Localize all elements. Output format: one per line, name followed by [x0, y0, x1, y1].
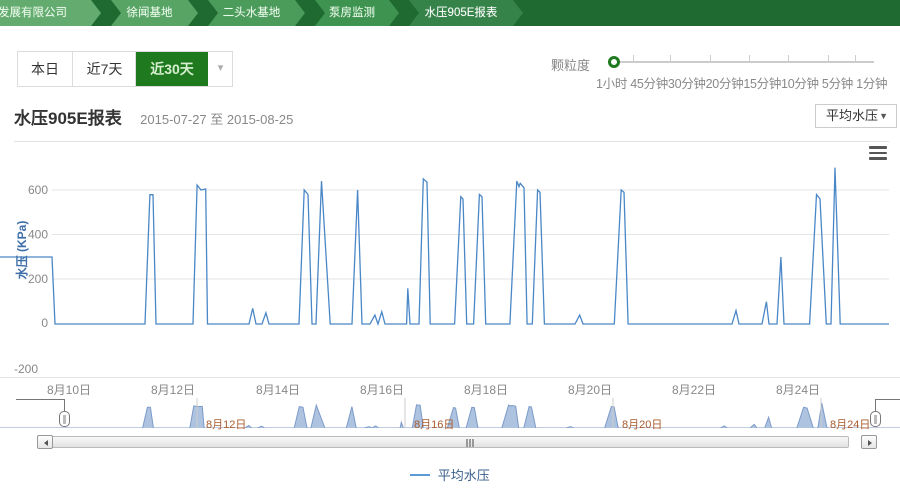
svg-text:400: 400	[28, 228, 48, 242]
svg-text:0: 0	[41, 316, 48, 330]
svg-text:600: 600	[28, 183, 48, 197]
svg-text:200: 200	[28, 272, 48, 286]
